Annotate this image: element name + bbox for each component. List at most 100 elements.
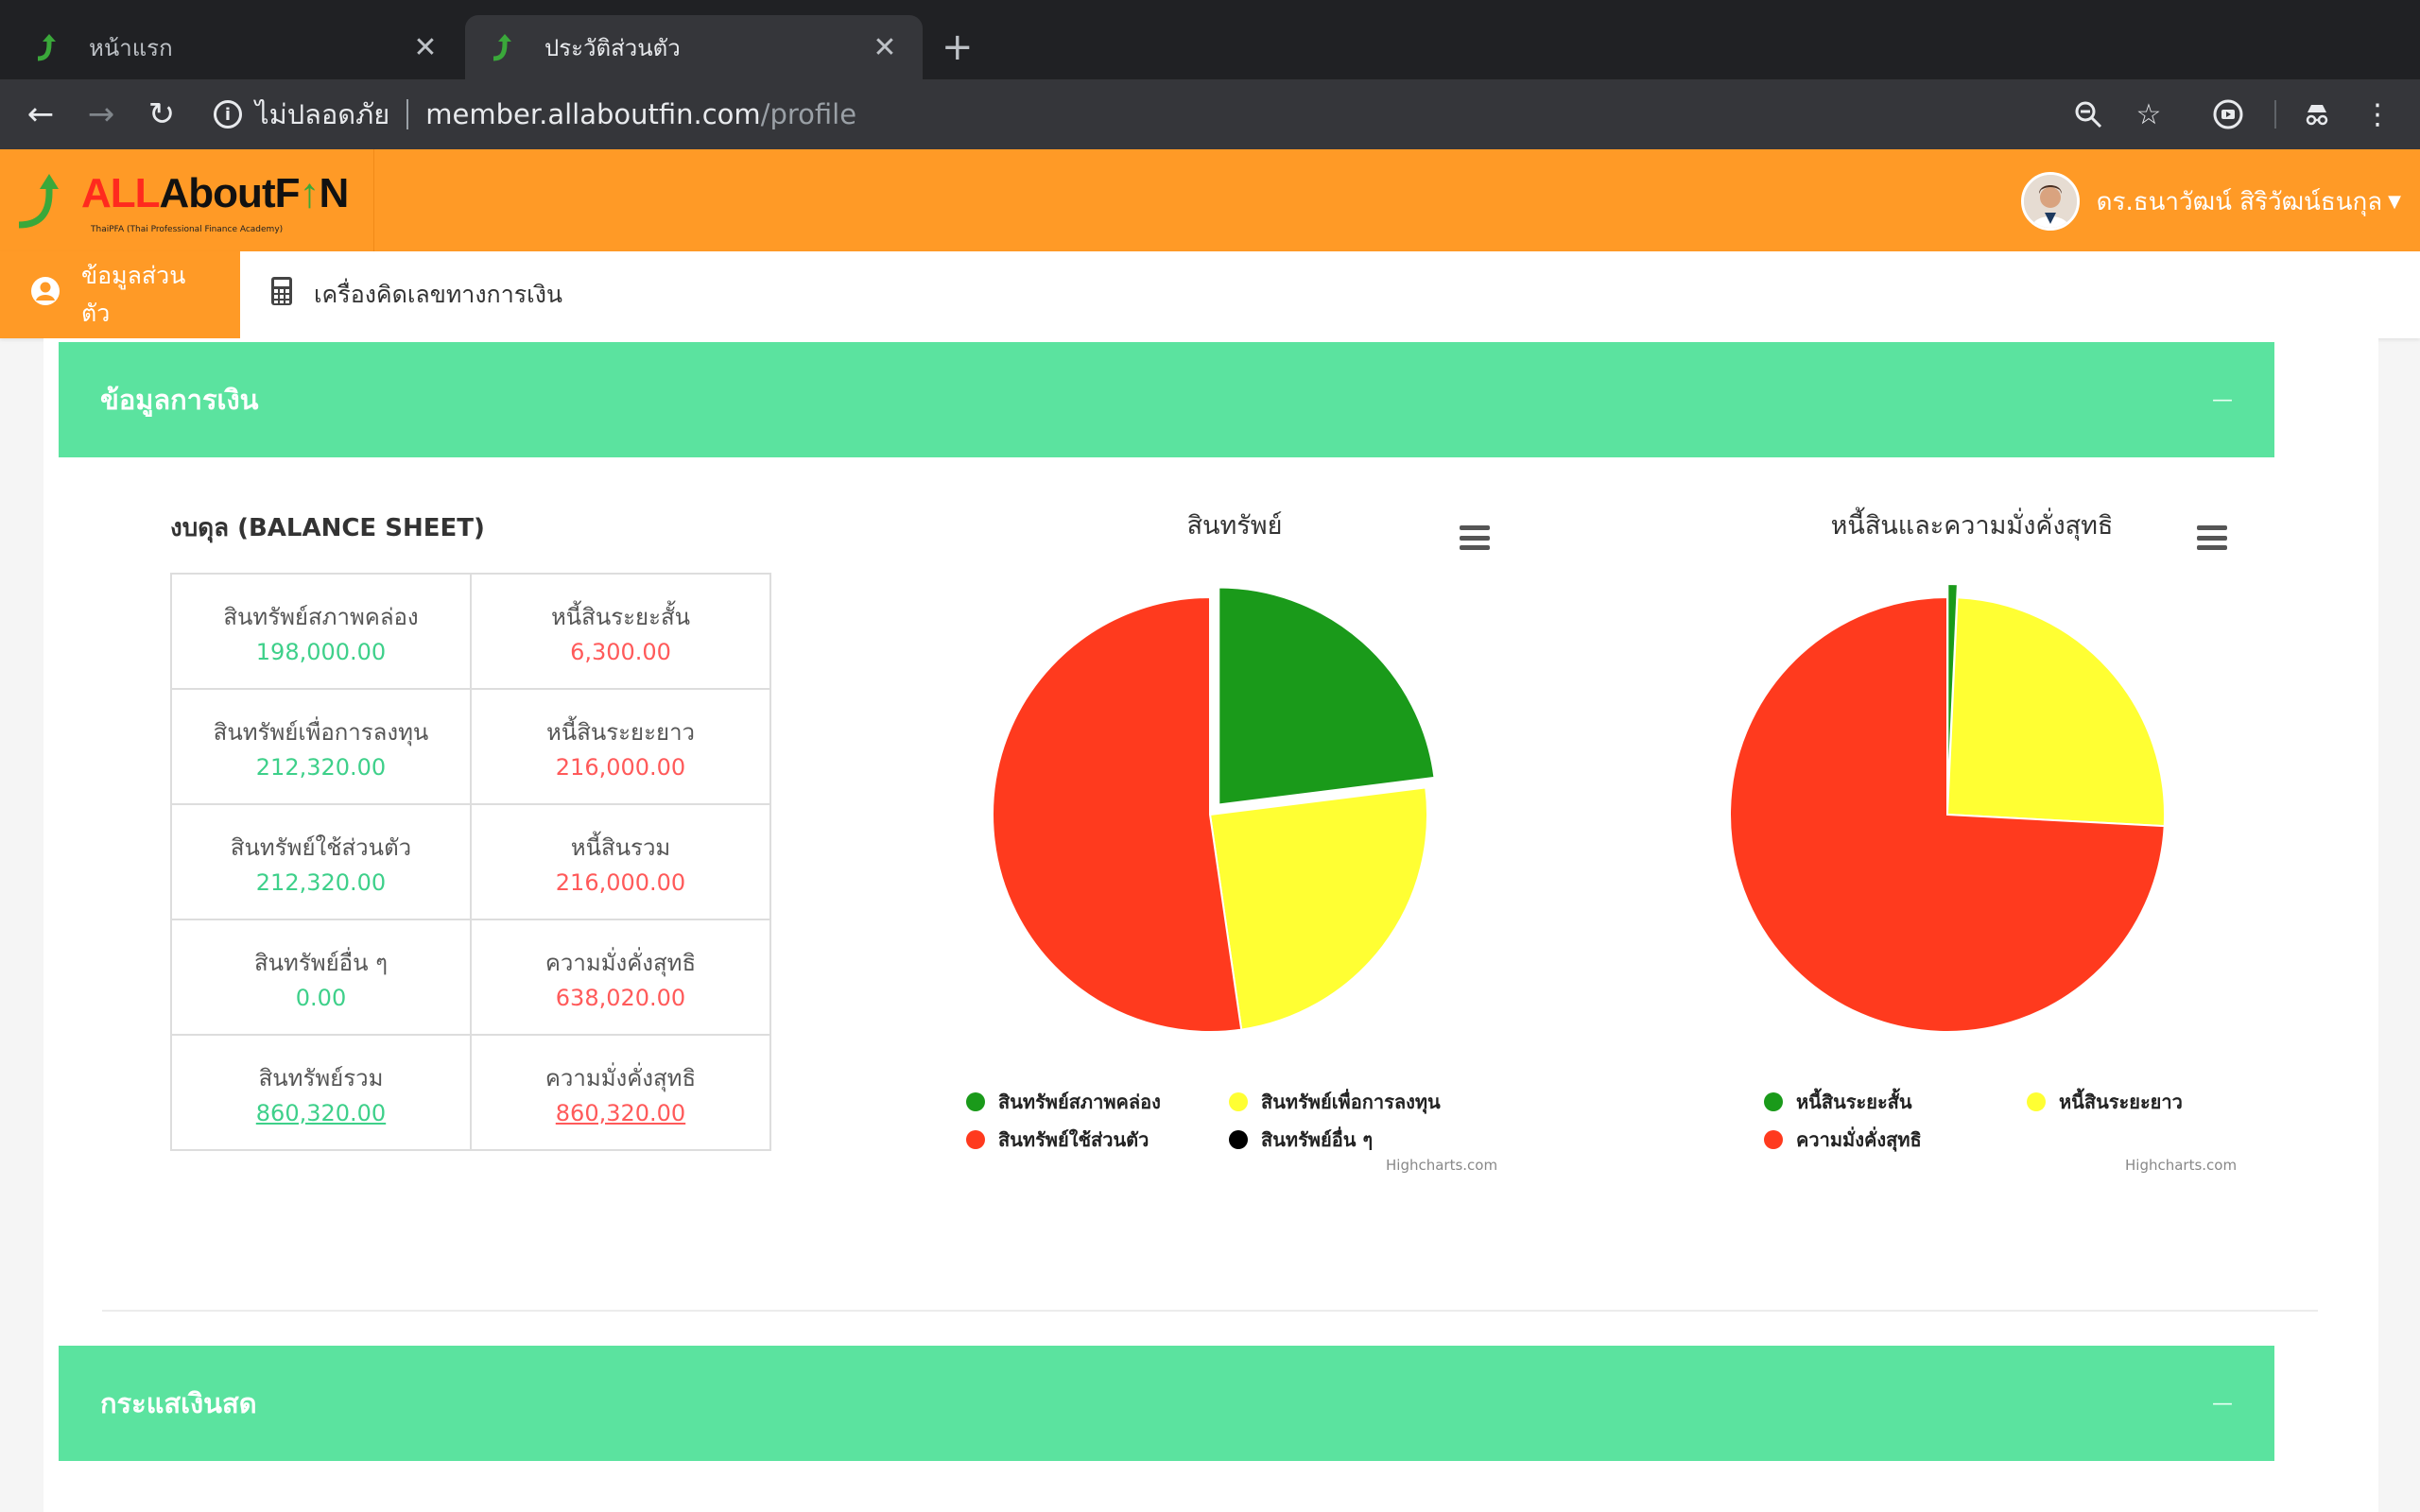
section-financial-info-header[interactable]: ข้อมูลการเงิน — xyxy=(59,342,2274,457)
url-host: member.allaboutfin.com xyxy=(425,98,761,130)
legend-dot-icon xyxy=(966,1092,985,1111)
table-cell: ความมั่งคั่งสุทธิ 638,020.00 xyxy=(470,919,771,1036)
site-logo[interactable]: ALLAboutF↑N ThaiPFA (Thai Professional F… xyxy=(0,149,374,251)
item-value: 860,320.00 xyxy=(255,1099,387,1126)
pie-plot xyxy=(992,586,1436,1033)
pie-slice[interactable] xyxy=(1208,786,1428,1031)
pie-slice[interactable] xyxy=(992,595,1243,1033)
table-row: สินทรัพย์อื่น ๆ 0.00 ความมั่งคั่งสุทธิ 638,… xyxy=(170,919,771,1036)
table-cell: สินทรัพย์เพื่อการลงทุน 212,320.00 xyxy=(170,688,472,805)
reload-icon[interactable]: ↻ xyxy=(147,95,176,133)
legend-item[interactable]: หนี้สินระยะสั้น xyxy=(1764,1087,2027,1117)
zoom-icon[interactable] xyxy=(2066,93,2110,136)
user-menu[interactable]: ดร.ธนาวัฒน์ สิริวัฒน์ธนกุล ▼ xyxy=(2020,172,2401,231)
item-value: 638,020.00 xyxy=(555,984,686,1011)
site-favicon-icon xyxy=(493,34,511,61)
section-title: ข้อมูลการเงิน xyxy=(100,384,259,416)
close-icon[interactable]: ✕ xyxy=(413,30,438,64)
legend-item[interactable]: หนี้สินระยะยาว xyxy=(2027,1087,2273,1117)
nav-item-calculator[interactable]: เครื่องคิดเลขทางการเงิน xyxy=(240,251,593,338)
legend-item[interactable]: ความมั่งคั่งสุทธิ xyxy=(1764,1125,2027,1155)
tab-title: ประวัติส่วนตัว xyxy=(544,34,681,61)
chart-credit[interactable]: Highcharts.com xyxy=(1386,1157,1498,1174)
legend-label: หนี้สินระยะสั้น xyxy=(1796,1091,1912,1113)
table-cell: สินทรัพย์สภาพคล่อง 198,000.00 xyxy=(170,573,472,690)
legend-dot-icon xyxy=(2027,1092,2046,1111)
item-value: 0.00 xyxy=(295,984,347,1011)
pie-slice[interactable] xyxy=(1218,586,1436,806)
section-cash-flow-header[interactable]: กระแสเงินสด — xyxy=(59,1346,2274,1461)
user-circle-icon xyxy=(30,276,60,314)
table-row: สินทรัพย์รวม 860,320.00 ความมั่งคั่งสุทธิ 8… xyxy=(170,1034,771,1151)
legend-dot-icon xyxy=(1229,1130,1248,1149)
user-name: ดร.ธนาวัฒน์ สิริวัฒน์ธนกุล xyxy=(2096,187,2383,216)
chart-legend: หนี้สินระยะสั้น หนี้สินระยะยาวความมั่งคั่… xyxy=(1764,1087,2273,1155)
browser-toolbar: ← → ↻ i ไม่ปลอดภัย member.allaboutfin.co… xyxy=(0,79,2420,149)
table-row: สินทรัพย์สภาพคล่อง 198,000.00 หนี้สินระยะส… xyxy=(170,573,771,690)
balance-sheet-title: งบดุล (BALANCE SHEET) xyxy=(170,514,485,542)
chart-legend: สินทรัพย์สภาพคล่อง สินทรัพย์เพื่อการลงทุน… xyxy=(966,1087,1475,1155)
star-icon[interactable]: ☆ xyxy=(2135,97,2162,131)
address-bar[interactable]: i ไม่ปลอดภัย member.allaboutfin.com/prof… xyxy=(214,91,2066,138)
more-menu-icon[interactable]: ⋮ xyxy=(2363,97,2392,131)
collapse-icon[interactable]: — xyxy=(2212,387,2233,412)
legend-label: สินทรัพย์อื่น ๆ xyxy=(1261,1128,1374,1151)
nav-item-profile[interactable]: ข้อมูลส่วนตัว xyxy=(0,251,240,338)
divider xyxy=(406,99,409,129)
chart-menu-icon[interactable] xyxy=(1460,525,1490,550)
chart-menu-icon[interactable] xyxy=(2197,525,2227,550)
tab-profile[interactable]: ประวัติส่วนตัว ✕ xyxy=(465,15,923,79)
table-cell: สินทรัพย์ใช้ส่วนตัว 212,320.00 xyxy=(170,803,472,920)
item-label: ความมั่งคั่งสุทธิ xyxy=(544,949,697,976)
security-label: ไม่ปลอดภัย xyxy=(255,98,390,130)
table-row: สินทรัพย์ใช้ส่วนตัว 212,320.00 หนี้สินรวม 2… xyxy=(170,803,771,920)
back-arrow-icon[interactable]: ← xyxy=(26,95,55,133)
item-label: สินทรัพย์ใช้ส่วนตัว xyxy=(230,833,412,861)
legend-item[interactable]: สินทรัพย์สภาพคล่อง xyxy=(966,1087,1229,1117)
pie-slice[interactable] xyxy=(1729,595,2166,1033)
chart-title: หนี้สินและความมั่งคั่งสุทธิ xyxy=(1830,511,2114,541)
chart-credit[interactable]: Highcharts.com xyxy=(2125,1157,2238,1174)
pie-slice[interactable] xyxy=(1945,596,2166,828)
new-tab-button[interactable]: + xyxy=(942,26,974,69)
legend-dot-icon xyxy=(1764,1130,1783,1149)
nav-item-label: เครื่องคิดเลขทางการเงิน xyxy=(314,281,563,308)
site-header: ALLAboutF↑N ThaiPFA (Thai Professional F… xyxy=(0,149,2420,251)
table-cell: สินทรัพย์รวม 860,320.00 xyxy=(170,1034,472,1151)
forward-arrow-icon[interactable]: → xyxy=(87,95,115,133)
logo-wordmark: ALLAboutF↑N xyxy=(81,170,349,216)
section-title: กระแสเงินสด xyxy=(100,1387,257,1419)
item-label: หนี้สินระยะยาว xyxy=(545,718,696,746)
balance-sheet-table: สินทรัพย์สภาพคล่อง 198,000.00 หนี้สินระยะส… xyxy=(170,573,771,1151)
legend-item[interactable]: สินทรัพย์เพื่อการลงทุน xyxy=(1229,1087,1475,1117)
legend-dot-icon xyxy=(966,1130,985,1149)
item-label: หนี้สินรวม xyxy=(570,833,671,861)
tab-title: หน้าแรก xyxy=(89,34,173,61)
sub-navigation: ข้อมูลส่วนตัว เครื่องคิดเลขทางการเงิน xyxy=(0,251,2420,338)
nav-item-label: ข้อมูลส่วนตัว xyxy=(81,262,186,327)
item-label: สินทรัพย์อื่น ๆ xyxy=(254,949,388,976)
legend-label: หนี้สินระยะยาว xyxy=(2059,1091,2183,1113)
table-row: สินทรัพย์เพื่อการลงทุน 212,320.00 หนี้สินร… xyxy=(170,688,771,805)
legend-label: สินทรัพย์เพื่อการลงทุน xyxy=(1261,1091,1441,1113)
table-cell: ความมั่งคั่งสุทธิ 860,320.00 xyxy=(470,1034,771,1151)
site-favicon-icon xyxy=(37,34,56,61)
legend-item[interactable]: สินทรัพย์อื่น ๆ xyxy=(1229,1125,1475,1155)
table-cell: หนี้สินระยะสั้น 6,300.00 xyxy=(470,573,771,690)
table-cell: สินทรัพย์อื่น ๆ 0.00 xyxy=(170,919,472,1036)
info-icon[interactable]: i xyxy=(214,100,242,129)
assets-pie-chart: สินทรัพย์ สินทรัพย์สภาพคล่อง สินทรัพย์เพื… xyxy=(951,491,1518,1191)
extension-icon[interactable] xyxy=(2206,93,2250,136)
legend-item[interactable]: สินทรัพย์ใช้ส่วนตัว xyxy=(966,1125,1229,1155)
legend-label: สินทรัพย์สภาพคล่อง xyxy=(998,1091,1161,1113)
item-value: 6,300.00 xyxy=(570,638,671,665)
item-label: สินทรัพย์สภาพคล่อง xyxy=(223,603,419,630)
tab-home[interactable]: หน้าแรก ✕ xyxy=(9,15,463,79)
close-icon[interactable]: ✕ xyxy=(873,30,897,64)
item-label: ความมั่งคั่งสุทธิ xyxy=(544,1064,697,1091)
calculator-icon xyxy=(270,276,293,314)
item-value: 216,000.00 xyxy=(555,753,686,781)
collapse-icon[interactable]: — xyxy=(2212,1391,2233,1416)
incognito-icon[interactable] xyxy=(2295,93,2339,136)
item-label: สินทรัพย์รวม xyxy=(258,1064,384,1091)
